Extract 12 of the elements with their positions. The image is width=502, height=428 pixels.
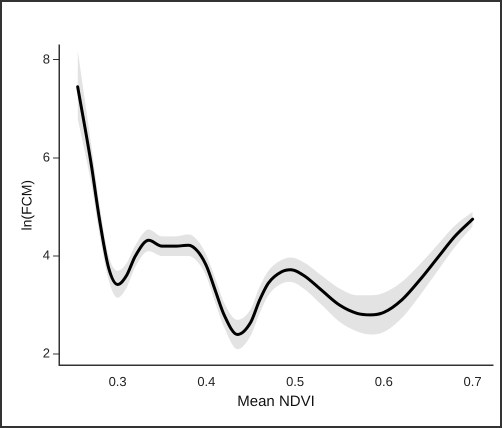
y-tick-label: 6	[42, 149, 50, 164]
x-axis-title: Mean NDVI	[237, 393, 315, 410]
y-tick-label: 4	[42, 248, 50, 263]
line-series	[76, 85, 474, 336]
x-tick-label: 0.5	[286, 374, 304, 389]
y-tick-label: 8	[42, 51, 50, 66]
x-tick-label: 0.6	[374, 374, 393, 389]
y-axis-title: ln(FCM)	[18, 180, 34, 230]
x-tick-label: 0.7	[464, 374, 482, 389]
x-tick-label: 0.3	[108, 374, 127, 389]
y-tick-label: 2	[42, 346, 50, 361]
x-tick-label: 0.4	[197, 374, 216, 389]
